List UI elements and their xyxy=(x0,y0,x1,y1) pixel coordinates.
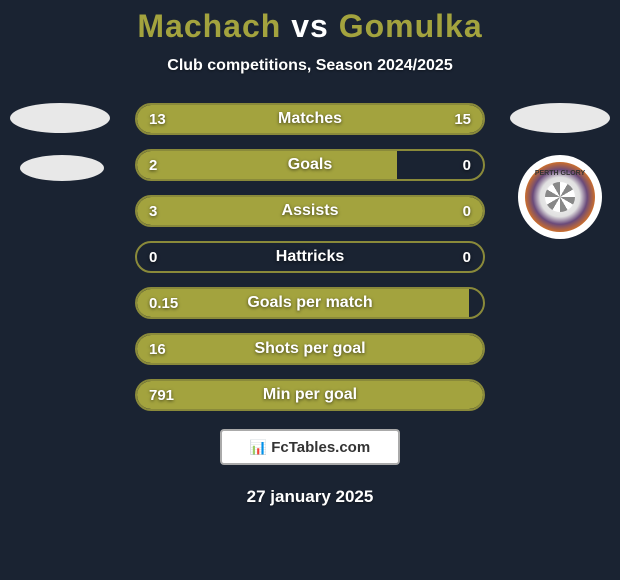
club-logo-text: PERTH GLORY xyxy=(535,170,585,177)
subtitle: Club competitions, Season 2024/2025 xyxy=(0,57,620,75)
stat-label: Hattricks xyxy=(276,248,344,266)
stat-row: 0.15 Goals per match xyxy=(135,287,485,319)
stat-row: 791 Min per goal xyxy=(135,379,485,411)
vs-separator: vs xyxy=(291,8,329,44)
brand-text: FcTables.com xyxy=(271,439,370,456)
chart-icon: 📊 xyxy=(250,439,267,456)
comparison-title: Machach vs Gomulka xyxy=(0,0,620,45)
stat-value-left: 13 xyxy=(149,111,166,128)
brand-badge: 📊 FcTables.com xyxy=(220,429,400,465)
stat-row: 3 Assists 0 xyxy=(135,195,485,227)
stat-value-right: 0 xyxy=(463,203,471,220)
stat-bars: 13 Matches 15 2 Goals 0 3 Assists 0 0 Hattricks 0 0.… xyxy=(135,103,485,411)
stat-value-left: 791 xyxy=(149,387,174,404)
player2-image-placeholder xyxy=(510,103,610,133)
stat-value-left: 3 xyxy=(149,203,157,220)
stat-value-left: 0.15 xyxy=(149,295,178,312)
stat-label: Matches xyxy=(278,110,342,128)
player1-image-placeholder xyxy=(10,103,110,133)
stat-row: 13 Matches 15 xyxy=(135,103,485,135)
player1-club-placeholder xyxy=(20,155,104,181)
stat-label: Min per goal xyxy=(263,386,357,404)
player1-name: Machach xyxy=(137,8,281,44)
stat-value-left: 2 xyxy=(149,157,157,174)
player2-club-logo: PERTH GLORY xyxy=(518,155,602,239)
stats-area: PERTH GLORY 13Matches152Goals03Assists00… xyxy=(0,103,620,411)
bar-fill-left xyxy=(137,151,397,179)
stat-label: Assists xyxy=(282,202,339,220)
stat-label: Goals xyxy=(288,156,332,174)
stat-row: 16 Shots per goal xyxy=(135,333,485,365)
stat-value-right: 0 xyxy=(463,157,471,174)
stat-row: 0 Hattricks 0 xyxy=(135,241,485,273)
stat-label: Shots per goal xyxy=(254,340,365,358)
footer-date: 27 january 2025 xyxy=(0,487,620,507)
stat-value-right: 15 xyxy=(454,111,471,128)
stat-value-left: 16 xyxy=(149,341,166,358)
stat-row: 2 Goals 0 xyxy=(135,149,485,181)
player2-name: Gomulka xyxy=(339,8,483,44)
stat-value-left: 0 xyxy=(149,249,157,266)
stat-value-right: 0 xyxy=(463,249,471,266)
soccer-ball-icon xyxy=(545,182,575,212)
stat-label: Goals per match xyxy=(247,294,372,312)
club-logo-icon: PERTH GLORY xyxy=(525,162,595,232)
